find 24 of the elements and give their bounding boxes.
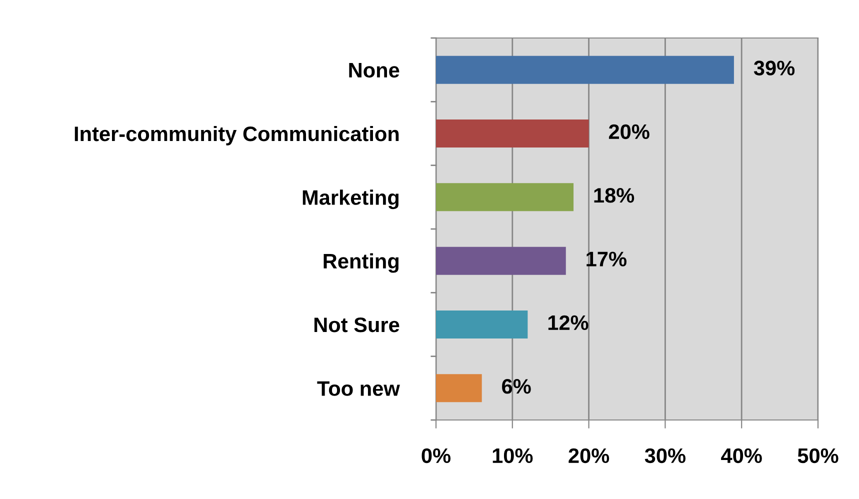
y-tick-label: Marketing <box>302 190 398 210</box>
x-tick-label: 0% <box>422 448 451 464</box>
bar <box>436 119 589 148</box>
data-label: 18% <box>594 188 634 203</box>
bar <box>436 56 734 84</box>
x-tick-label: 30% <box>644 448 686 464</box>
y-tick-label: Inter-community Communication <box>74 126 399 146</box>
data-label: 20% <box>608 124 650 140</box>
bar <box>436 310 528 339</box>
data-label: 17% <box>586 252 626 266</box>
y-tick-label: Renting <box>324 253 398 273</box>
y-tick-label: Not Sure <box>314 318 400 332</box>
data-label: 12% <box>548 315 588 330</box>
y-tick-label: Too new <box>317 381 400 396</box>
bar <box>436 246 566 275</box>
y-tick-label: None <box>349 63 400 78</box>
bar <box>436 374 482 402</box>
x-tick-label: 20% <box>568 448 610 464</box>
x-tick-label: 50% <box>798 448 838 464</box>
data-label: 39% <box>754 60 795 76</box>
bar <box>436 183 574 212</box>
x-tick-label: 40% <box>721 448 762 464</box>
data-label: 6% <box>502 379 531 394</box>
x-tick-label: 10% <box>492 448 533 464</box>
